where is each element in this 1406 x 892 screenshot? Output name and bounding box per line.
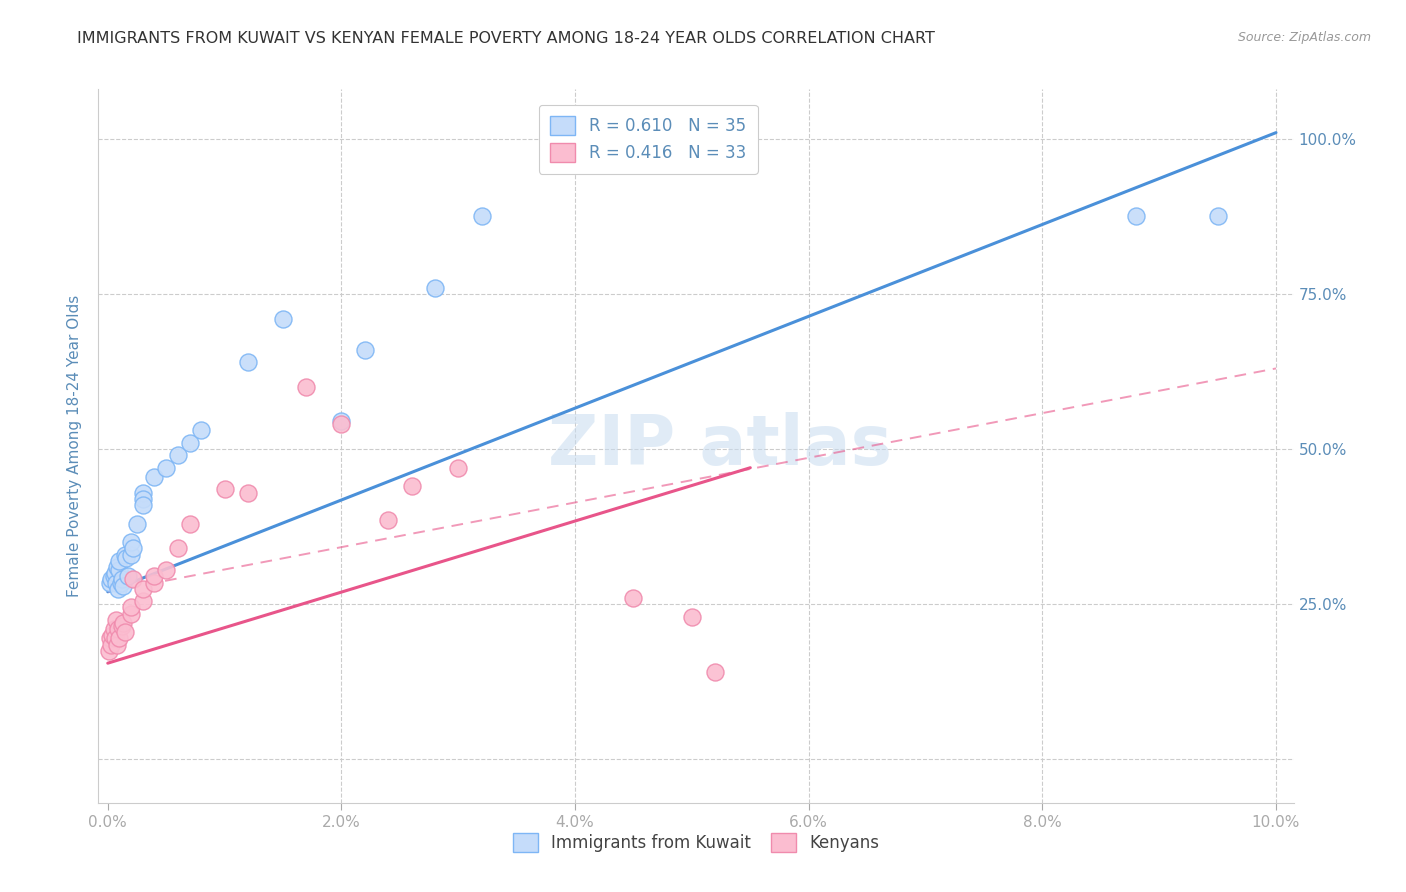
Point (107, 622, 129, 636)
Point (167, 541, 190, 556)
Y-axis label: Female Poverty Among 18-24 Year Olds: Female Poverty Among 18-24 Year Olds (67, 295, 83, 597)
Point (1125, 210, 1147, 224)
Point (111, 615, 134, 630)
Legend: Immigrants from Kuwait, Kenyans: Immigrants from Kuwait, Kenyans (506, 827, 886, 859)
Point (125, 516, 148, 531)
Point (103, 622, 125, 636)
Point (295, 380, 318, 394)
Point (353, 343, 375, 357)
Point (97, 644, 120, 658)
Point (120, 535, 142, 549)
Point (1206, 210, 1229, 224)
Point (423, 281, 446, 295)
Point (122, 573, 145, 587)
Text: Source: ZipAtlas.com: Source: ZipAtlas.com (1237, 31, 1371, 45)
Point (236, 485, 259, 500)
Point (111, 579, 134, 593)
Text: ZIP atlas: ZIP atlas (548, 412, 891, 480)
Point (447, 460, 470, 475)
Point (115, 550, 138, 565)
Point (114, 625, 136, 640)
Point (132, 582, 155, 596)
Point (155, 563, 177, 577)
Point (98, 632, 121, 646)
Point (108, 563, 131, 577)
Point (117, 569, 139, 583)
Point (236, 355, 259, 369)
Point (111, 573, 134, 587)
Point (103, 569, 125, 583)
Point (98, 575, 121, 590)
Point (179, 516, 201, 531)
Point (143, 470, 166, 484)
Point (104, 566, 127, 581)
Point (132, 498, 155, 512)
Point (623, 591, 645, 605)
Point (704, 665, 727, 680)
Point (143, 569, 166, 583)
Point (143, 575, 166, 590)
Point (155, 460, 177, 475)
Point (120, 600, 142, 615)
Point (377, 513, 399, 527)
Point (107, 582, 129, 596)
Point (108, 632, 131, 646)
Point (105, 638, 128, 652)
Point (108, 554, 131, 568)
Point (100, 638, 122, 652)
Point (190, 424, 212, 438)
Point (271, 311, 294, 326)
Point (104, 575, 127, 590)
Point (114, 548, 136, 562)
Point (401, 479, 423, 493)
Text: IMMIGRANTS FROM KUWAIT VS KENYAN FEMALE POVERTY AMONG 18-24 YEAR OLDS CORRELATIO: IMMIGRANTS FROM KUWAIT VS KENYAN FEMALE … (77, 31, 935, 46)
Point (132, 485, 155, 500)
Point (179, 436, 201, 450)
Point (330, 417, 353, 432)
Point (132, 594, 155, 608)
Point (681, 609, 703, 624)
Point (100, 573, 122, 587)
Point (101, 628, 124, 642)
Point (120, 607, 142, 621)
Point (471, 210, 494, 224)
Point (111, 619, 134, 633)
Point (120, 548, 142, 562)
Point (110, 575, 132, 590)
Point (104, 613, 127, 627)
Point (105, 560, 128, 574)
Point (132, 491, 155, 506)
Point (214, 483, 236, 497)
Point (330, 414, 353, 428)
Point (122, 541, 145, 556)
Point (167, 448, 190, 462)
Point (104, 632, 127, 646)
